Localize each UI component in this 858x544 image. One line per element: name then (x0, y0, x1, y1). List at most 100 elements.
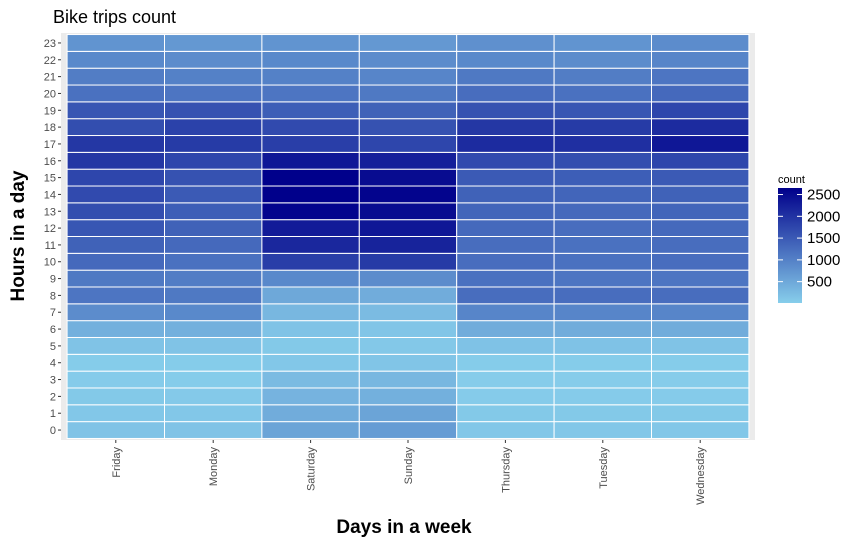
y-tick-label-8: 8 (50, 290, 56, 302)
heatmap-cell-monday-23 (164, 34, 263, 52)
x-axis-title: Days in a week (336, 517, 472, 538)
heatmap-cell-wednesday-6 (651, 320, 750, 338)
heatmap-cell-wednesday-3 (651, 370, 750, 389)
heatmap-cell-saturday-16 (261, 151, 360, 170)
heatmap-cell-wednesday-9 (651, 269, 750, 288)
heatmap-cell-friday-1 (66, 404, 165, 423)
color-legend: count 2500 2000 1500 1000 500 (778, 174, 840, 303)
heatmap-cell-tuesday-2 (553, 387, 652, 406)
heatmap-cell-friday-16 (66, 151, 165, 170)
heatmap-cell-saturday-9 (261, 269, 360, 288)
heatmap-cell-sunday-10 (358, 252, 458, 271)
heatmap-cell-sunday-6 (358, 320, 458, 338)
heatmap-cell-monday-6 (164, 320, 263, 338)
heatmap-cell-tuesday-8 (553, 286, 652, 305)
heatmap-cell-monday-7 (164, 303, 263, 322)
heatmap-cell-monday-12 (164, 219, 263, 237)
heatmap-cell-sunday-0 (358, 421, 458, 439)
heatmap-cell-saturday-13 (261, 202, 360, 221)
heatmap-cell-sunday-3 (358, 370, 458, 389)
heatmap-cell-thursday-15 (456, 168, 555, 187)
heatmap-cell-sunday-18 (358, 118, 458, 137)
y-tick-label-15: 15 (44, 173, 56, 185)
heatmap-cell-monday-22 (164, 50, 263, 69)
heatmap-cell-tuesday-22 (553, 50, 652, 69)
heatmap-cell-saturday-3 (261, 370, 360, 389)
heatmap-cell-thursday-23 (456, 34, 555, 52)
heatmap-cell-monday-9 (164, 269, 263, 288)
heatmap-cell-thursday-2 (456, 387, 555, 406)
heatmap-cell-tuesday-12 (553, 219, 652, 237)
heatmap-cell-wednesday-1 (651, 404, 750, 423)
heatmap-cell-thursday-17 (456, 135, 555, 153)
heatmap-cell-monday-14 (164, 185, 263, 204)
y-tick-label-3: 3 (50, 375, 56, 387)
legend-color-bar (778, 188, 802, 303)
heatmap-cell-thursday-11 (456, 236, 555, 254)
heatmap-cell-saturday-4 (261, 353, 360, 372)
heatmap-cell-friday-14 (66, 185, 165, 204)
heatmap-cell-thursday-7 (456, 303, 555, 322)
x-tick-label-tuesday: Tuesday (598, 447, 610, 489)
heatmap-cell-sunday-12 (358, 219, 458, 237)
heatmap-cell-monday-21 (164, 67, 263, 86)
legend-tick-label-1000: 1000 (807, 252, 840, 269)
heatmap-cell-tuesday-5 (553, 336, 652, 355)
heatmap-cell-wednesday-5 (651, 336, 750, 355)
heatmap-cell-saturday-0 (261, 421, 360, 439)
heatmap-cell-friday-18 (66, 118, 165, 137)
heatmap-cell-thursday-22 (456, 50, 555, 69)
heatmap-cell-friday-8 (66, 286, 165, 305)
y-tick-label-23: 23 (44, 38, 56, 50)
heatmap-cell-monday-4 (164, 353, 263, 372)
heatmap-cell-friday-12 (66, 219, 165, 237)
heatmap-cell-thursday-19 (456, 101, 555, 120)
heatmap-cell-tuesday-13 (553, 202, 652, 221)
heatmap-cell-sunday-16 (358, 151, 458, 170)
heatmap-cell-monday-17 (164, 135, 263, 153)
heatmap-cell-thursday-1 (456, 404, 555, 423)
heatmap-cell-tuesday-0 (553, 421, 652, 439)
heatmap-cell-saturday-6 (261, 320, 360, 338)
y-tick-label-18: 18 (44, 122, 56, 134)
heatmap-cell-tuesday-23 (553, 34, 652, 52)
y-tick-label-1: 1 (50, 408, 56, 420)
heatmap-cell-friday-17 (66, 135, 165, 153)
heatmap-cell-tuesday-4 (553, 353, 652, 372)
heatmap-cell-saturday-20 (261, 84, 360, 103)
heatmap-cell-sunday-13 (358, 202, 458, 221)
heatmap-cell-wednesday-7 (651, 303, 750, 322)
heatmap-cell-monday-18 (164, 118, 263, 137)
heatmap-cell-sunday-1 (358, 404, 458, 423)
y-tick-label-14: 14 (44, 189, 56, 201)
y-tick-label-13: 13 (44, 206, 56, 218)
heatmap-cell-tuesday-10 (553, 252, 652, 271)
heatmap-cell-saturday-18 (261, 118, 360, 137)
x-tick-label-friday: Friday (111, 447, 123, 478)
heatmap-cell-tuesday-15 (553, 168, 652, 187)
heatmap-cell-friday-11 (66, 236, 165, 254)
heatmap-cell-wednesday-20 (651, 84, 750, 103)
heatmap-cell-monday-15 (164, 168, 263, 187)
heatmap-cell-monday-0 (164, 421, 263, 439)
heatmap-cell-wednesday-23 (651, 34, 750, 52)
heatmap-cell-monday-8 (164, 286, 263, 305)
heatmap-cell-saturday-19 (261, 101, 360, 120)
heatmap-cell-saturday-5 (261, 336, 360, 355)
heatmap-cell-saturday-1 (261, 404, 360, 423)
heatmap-cell-sunday-7 (358, 303, 458, 322)
legend-tick-label-1500: 1500 (807, 230, 840, 247)
heatmap-cell-wednesday-2 (651, 387, 750, 406)
heatmap-cell-monday-3 (164, 370, 263, 389)
heatmap-cell-sunday-20 (358, 84, 458, 103)
heatmap-cell-sunday-11 (358, 236, 458, 254)
chart-title: Bike trips count (53, 7, 176, 27)
y-tick-label-2: 2 (50, 391, 56, 403)
heatmap-cell-saturday-10 (261, 252, 360, 271)
heatmap-cell-thursday-12 (456, 219, 555, 237)
heatmap-cell-monday-16 (164, 151, 263, 170)
legend-tick-label-500: 500 (807, 274, 832, 291)
heatmap-cell-monday-5 (164, 336, 263, 355)
heatmap-cell-friday-20 (66, 84, 165, 103)
heatmap-cell-thursday-10 (456, 252, 555, 271)
